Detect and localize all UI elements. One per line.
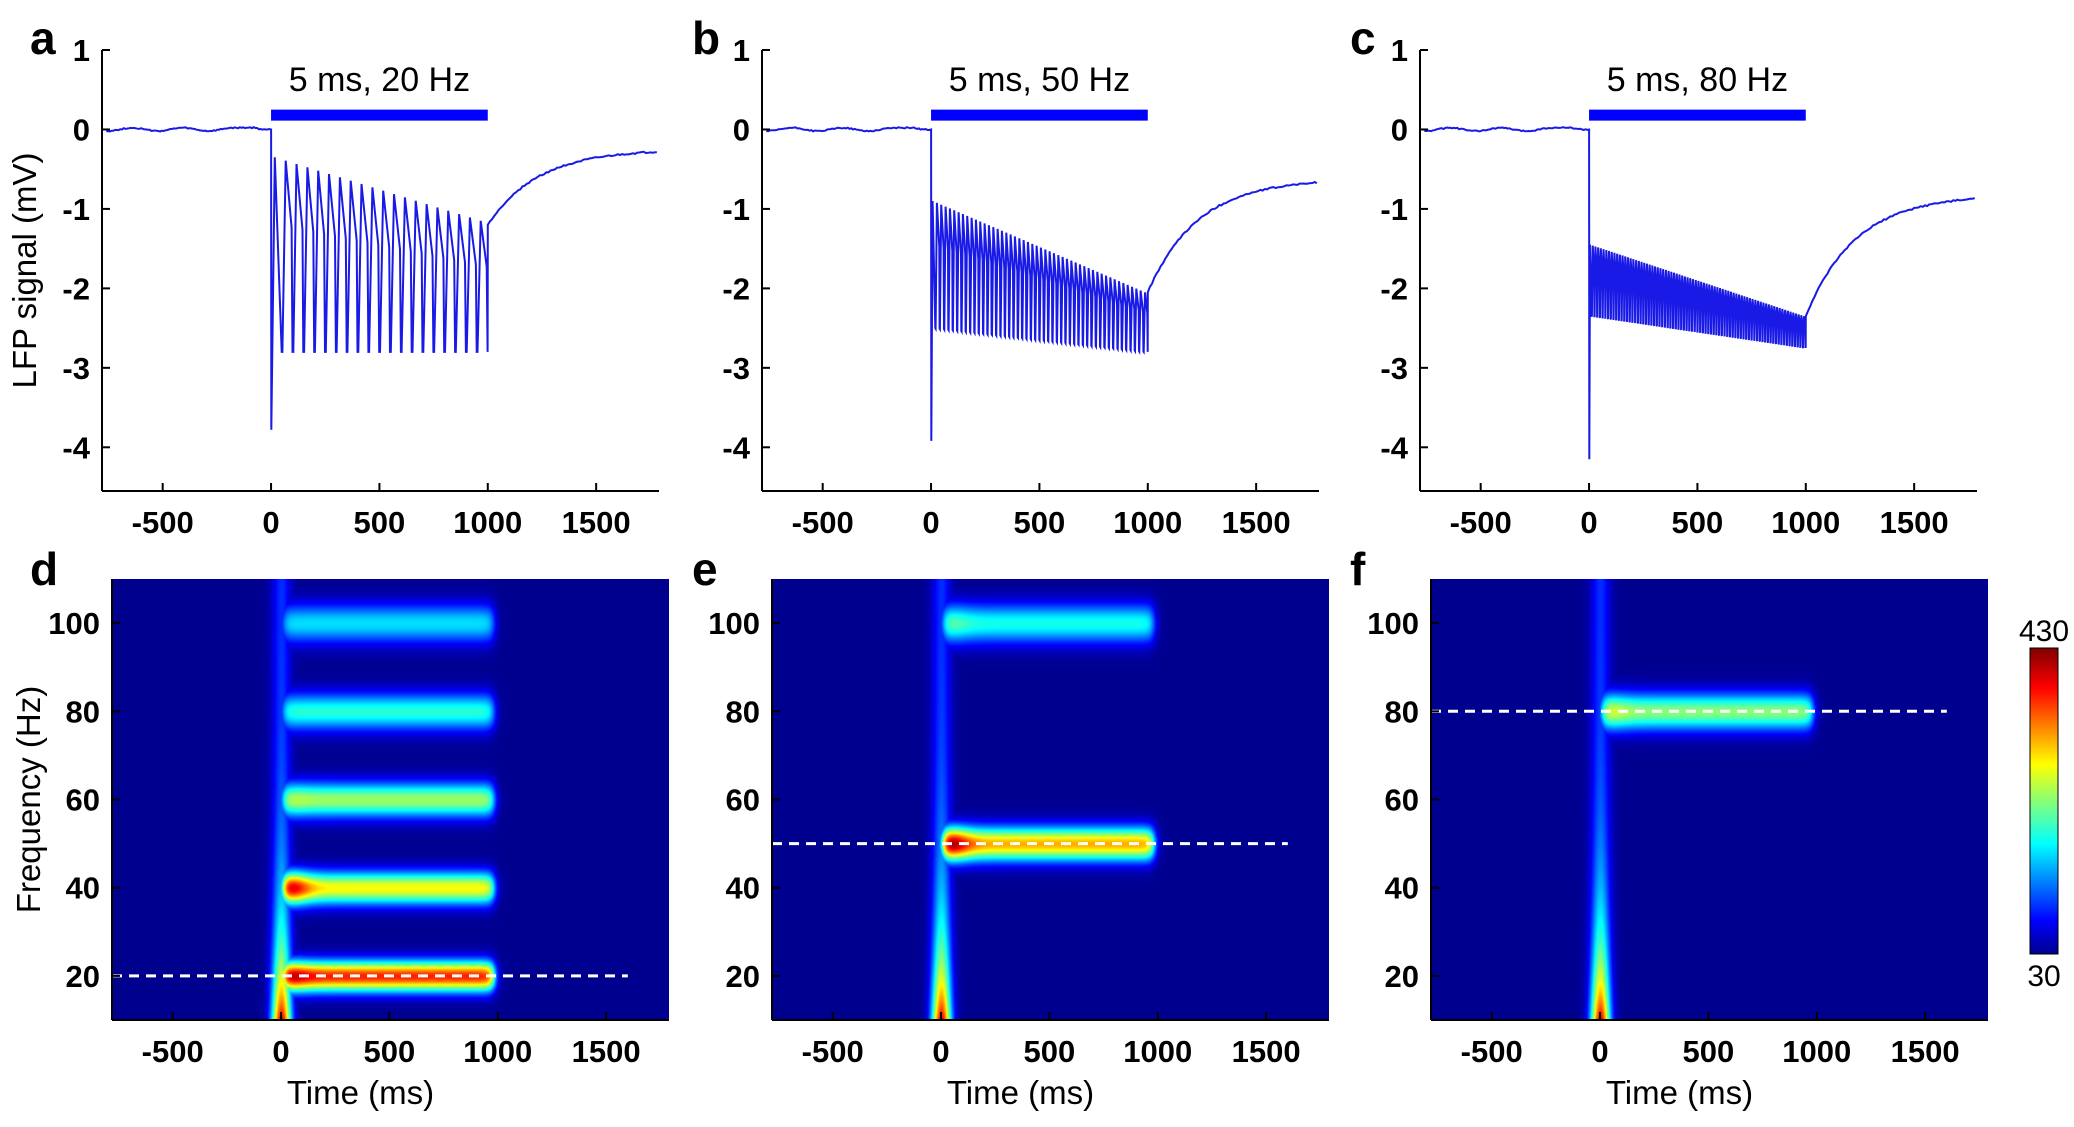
x-tick-label: 0	[932, 1034, 949, 1069]
y-axis-title: LFP signal (mV)	[6, 153, 43, 389]
colorbar: 430 30	[2019, 615, 2069, 993]
x-tick-label: -500	[1461, 1034, 1523, 1069]
lfp-trace	[1424, 126, 1976, 460]
x-tick-label: 1000	[1771, 505, 1840, 540]
x-tick-label: 0	[272, 1034, 289, 1069]
stimulus-label: 5 ms, 80 Hz	[1607, 61, 1788, 99]
y-tick-label: 100	[1367, 606, 1419, 641]
panel-d-spectrogram-20hz: d -500 0 500 1000 1500 20 40 60 80 100 Time (ms) Fre…	[10, 543, 669, 1111]
x-tick-label: 0	[262, 505, 279, 540]
y-tick-label: -1	[62, 192, 90, 227]
x-tick-label: 500	[1672, 505, 1724, 540]
y-tick-label: 1	[1391, 33, 1408, 68]
y-tick-label: -2	[1380, 271, 1408, 306]
panel-letter: c	[1350, 12, 1376, 64]
x-tick-label: 500	[364, 1034, 416, 1069]
x-axis-title: Time (ms)	[1606, 1074, 1753, 1111]
y-tick-label: 20	[66, 959, 100, 994]
stimulus-label: 5 ms, 50 Hz	[949, 61, 1130, 99]
y-tick-label: -2	[62, 271, 90, 306]
spectrogram-image	[772, 579, 1329, 1020]
x-tick-label: 1000	[1782, 1034, 1851, 1069]
y-tick-label: -1	[1380, 192, 1408, 227]
x-tick-label: 500	[354, 505, 406, 540]
x-tick-label: 0	[922, 505, 939, 540]
y-tick-label: 0	[73, 112, 90, 147]
y-tick-label: 20	[726, 959, 760, 994]
y-tick-label: -2	[722, 271, 750, 306]
colorbar-min-label: 30	[2027, 960, 2060, 993]
x-tick-label: 1500	[1891, 1034, 1960, 1069]
x-tick-label: 1000	[1113, 505, 1182, 540]
x-tick-label: 1500	[1232, 1034, 1301, 1069]
y-tick-label: 100	[48, 606, 100, 641]
y-tick-label: 60	[1385, 783, 1419, 818]
y-tick-label: 60	[66, 783, 100, 818]
colorbar-max-label: 430	[2019, 615, 2069, 648]
y-tick-label: -3	[1380, 351, 1408, 386]
x-tick-label: 500	[1014, 505, 1066, 540]
x-tick-label: 0	[1591, 1034, 1608, 1069]
y-tick-label: 0	[1391, 112, 1408, 147]
panel-b-lfp-50hz: b 5 ms, 50 Hz -500 0 500 1000 1500 1 0 -1 -2 -3 -4	[692, 12, 1319, 540]
x-tick-label: 500	[1024, 1034, 1076, 1069]
y-tick-label: 0	[733, 112, 750, 147]
y-tick-label: -3	[62, 351, 90, 386]
panel-letter: d	[30, 543, 58, 595]
panel-e-spectrogram-50hz: e -500 0 500 1000 1500 20 40 60 80 100 Time (ms)	[692, 543, 1329, 1111]
y-tick-label: 80	[66, 694, 100, 729]
x-tick-label: 1500	[1880, 505, 1949, 540]
x-tick-label: 1500	[572, 1034, 641, 1069]
panel-c-lfp-80hz: c 5 ms, 80 Hz -500 0 500 1000 1500 1 0 -1 -2 -3 -4	[1350, 12, 1977, 540]
lfp-trace	[766, 126, 1318, 441]
x-tick-label: -500	[1450, 505, 1512, 540]
y-tick-label: 1	[73, 33, 90, 68]
x-tick-label: -500	[792, 505, 854, 540]
x-tick-label: 500	[1683, 1034, 1735, 1069]
x-tick-label: 1000	[463, 1034, 532, 1069]
colorbar-gradient	[2029, 647, 2059, 955]
y-tick-label: 80	[1385, 694, 1419, 729]
spectrogram-image	[1431, 579, 1988, 1020]
y-tick-label: 40	[1385, 871, 1419, 906]
y-tick-label: 1	[733, 33, 750, 68]
panel-letter: f	[1350, 543, 1366, 595]
y-tick-label: 100	[708, 606, 760, 641]
x-axis-title: Time (ms)	[287, 1074, 434, 1111]
x-tick-label: 1500	[1222, 505, 1291, 540]
y-axis-title: Frequency (Hz)	[10, 686, 47, 913]
y-tick-label: -4	[1380, 430, 1408, 465]
x-tick-label: 1500	[562, 505, 631, 540]
y-tick-label: 20	[1385, 959, 1419, 994]
y-tick-label: 40	[66, 871, 100, 906]
panel-letter: e	[692, 543, 718, 595]
y-tick-label: 80	[726, 694, 760, 729]
x-tick-label: 0	[1580, 505, 1597, 540]
x-tick-label: -500	[132, 505, 194, 540]
x-tick-label: -500	[142, 1034, 204, 1069]
y-tick-label: 40	[726, 871, 760, 906]
y-tick-label: -4	[62, 430, 90, 465]
panel-letter: b	[692, 12, 720, 64]
y-tick-label: -1	[722, 192, 750, 227]
x-tick-label: 1000	[453, 505, 522, 540]
y-tick-label: 60	[726, 783, 760, 818]
y-tick-label: -4	[722, 430, 750, 465]
x-axis-title: Time (ms)	[947, 1074, 1094, 1111]
stimulus-label: 5 ms, 20 Hz	[289, 61, 470, 99]
panel-f-spectrogram-80hz: f -500 0 500 1000 1500 20 40 60 80 100 Time (ms)	[1350, 543, 1988, 1111]
panel-a-lfp-20hz: a 5 ms, 20 Hz -500 0 500 1000 1500 1 0 -1 -2 -3 -4 LF…	[6, 12, 659, 540]
x-tick-label: -500	[802, 1034, 864, 1069]
x-tick-label: 1000	[1123, 1034, 1192, 1069]
panel-letter: a	[30, 12, 56, 64]
y-tick-label: -3	[722, 351, 750, 386]
spectrogram-image	[112, 579, 669, 1020]
lfp-trace	[106, 125, 657, 430]
